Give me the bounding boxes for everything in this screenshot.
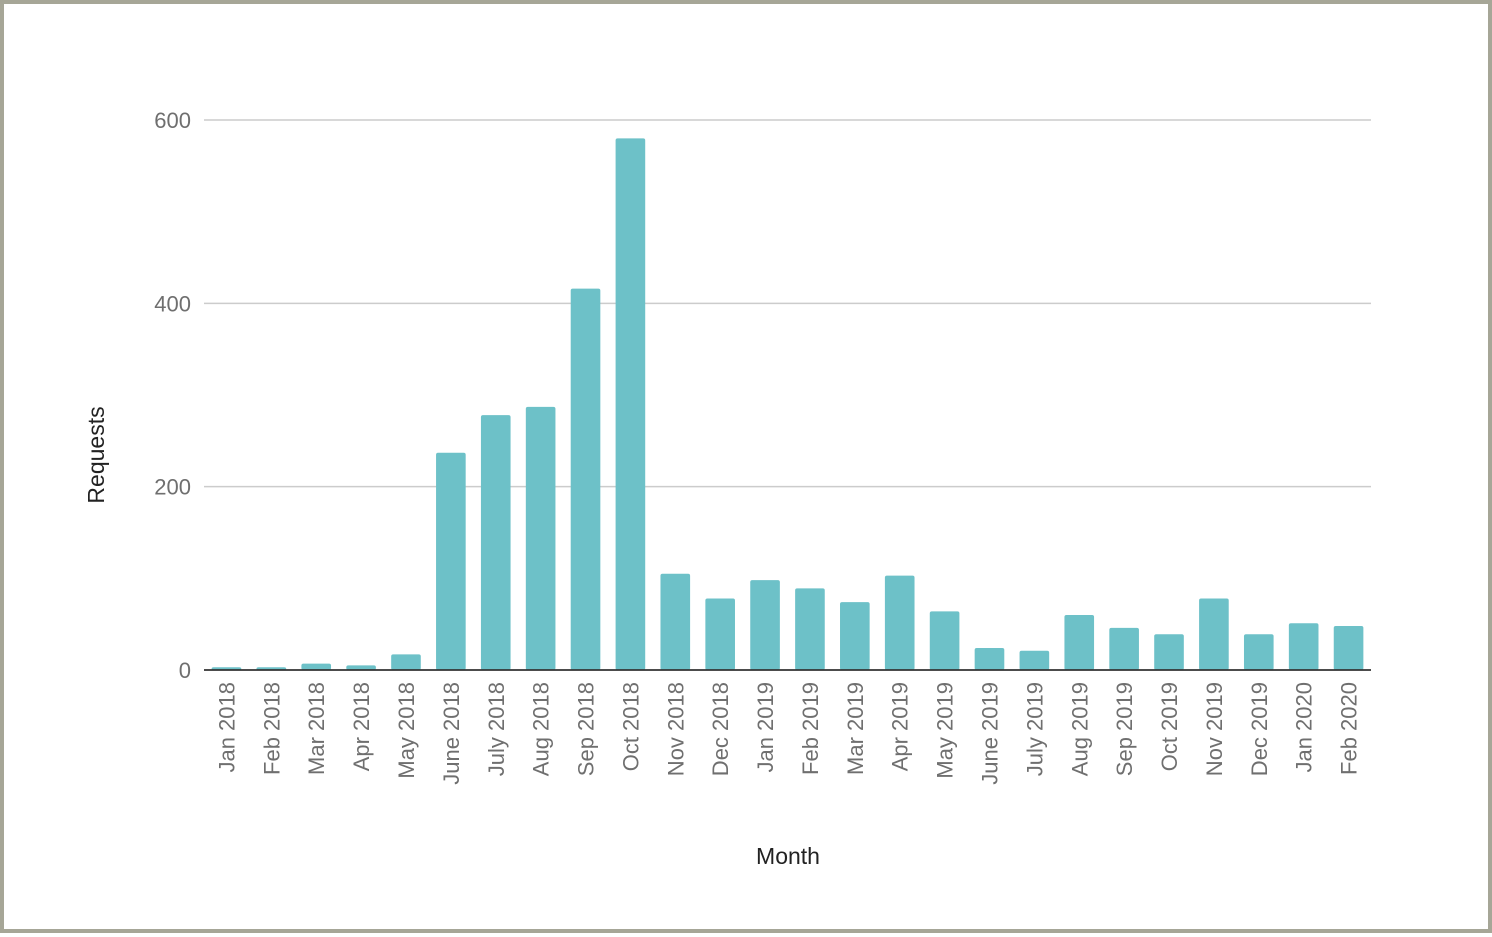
gridlines <box>204 119 1371 488</box>
x-tick-label: Oct 2019 <box>1157 682 1182 771</box>
y-axis-ticks: 0 200 400 600 <box>154 108 191 683</box>
x-tick-label: Jan 2019 <box>753 682 778 773</box>
bar <box>929 611 960 670</box>
x-tick-label: Aug 2019 <box>1067 682 1092 776</box>
bar <box>750 580 780 670</box>
x-tick-label: Jan 2020 <box>1292 682 1317 773</box>
bar <box>884 575 915 670</box>
x-axis-ticks: Jan 2018 Feb 2018 Mar 2018 Apr 2018 May 2018… <box>214 682 1361 785</box>
bar <box>705 598 735 670</box>
bar <box>1333 626 1364 670</box>
bar <box>1288 623 1319 670</box>
x-tick-label: July 2019 <box>1022 682 1047 776</box>
x-tick-label: Sep 2019 <box>1112 682 1137 776</box>
x-tick-label: Jan 2018 <box>214 682 239 773</box>
bar <box>795 588 825 670</box>
x-tick-label: June 2019 <box>977 682 1002 785</box>
bar <box>1109 627 1139 670</box>
y-axis-title: Requests <box>83 406 109 503</box>
x-tick-label: July 2018 <box>484 682 509 776</box>
bars <box>211 138 1364 671</box>
bar <box>1154 634 1184 670</box>
bar <box>346 665 376 670</box>
x-tick-label: Nov 2019 <box>1202 682 1227 776</box>
bar <box>480 415 511 670</box>
bar <box>1199 598 1229 670</box>
x-tick-label: Dec 2019 <box>1247 682 1272 776</box>
x-tick-label: Mar 2019 <box>843 682 868 775</box>
bar <box>1064 615 1095 670</box>
x-tick-label: May 2018 <box>394 682 419 779</box>
x-tick-label: June 2018 <box>439 682 464 785</box>
y-tick-label: 600 <box>154 108 191 133</box>
bar <box>525 406 556 670</box>
x-tick-label: Feb 2019 <box>798 682 823 775</box>
bar <box>301 663 332 670</box>
x-tick-label: Apr 2018 <box>349 682 374 771</box>
bar <box>436 452 466 670</box>
x-axis-title: Month <box>756 843 820 869</box>
x-tick-label: Apr 2019 <box>888 682 913 771</box>
bar <box>391 654 421 670</box>
bar <box>1019 650 1050 670</box>
bar-chart: 0 200 400 600 Jan 2018 Feb 2018 Mar 2018 Apr 2… <box>83 108 1371 869</box>
x-tick-label: Oct 2018 <box>618 682 643 771</box>
x-tick-label: May 2019 <box>933 682 958 779</box>
bar <box>974 648 1005 670</box>
bar <box>1243 634 1274 670</box>
bar <box>840 602 870 670</box>
y-tick-label: 200 <box>154 475 191 500</box>
bar <box>660 573 691 670</box>
x-tick-label: Feb 2018 <box>259 682 284 775</box>
x-tick-label: Feb 2020 <box>1337 682 1362 775</box>
x-tick-label: Nov 2018 <box>663 682 688 776</box>
y-tick-label: 400 <box>154 291 191 316</box>
x-tick-label: Aug 2018 <box>529 682 554 776</box>
x-tick-label: Mar 2018 <box>304 682 329 775</box>
bar <box>615 138 646 671</box>
y-tick-label: 0 <box>179 658 191 683</box>
x-tick-label: Dec 2018 <box>708 682 733 776</box>
bar <box>570 288 601 670</box>
x-tick-label: Sep 2018 <box>574 682 599 776</box>
